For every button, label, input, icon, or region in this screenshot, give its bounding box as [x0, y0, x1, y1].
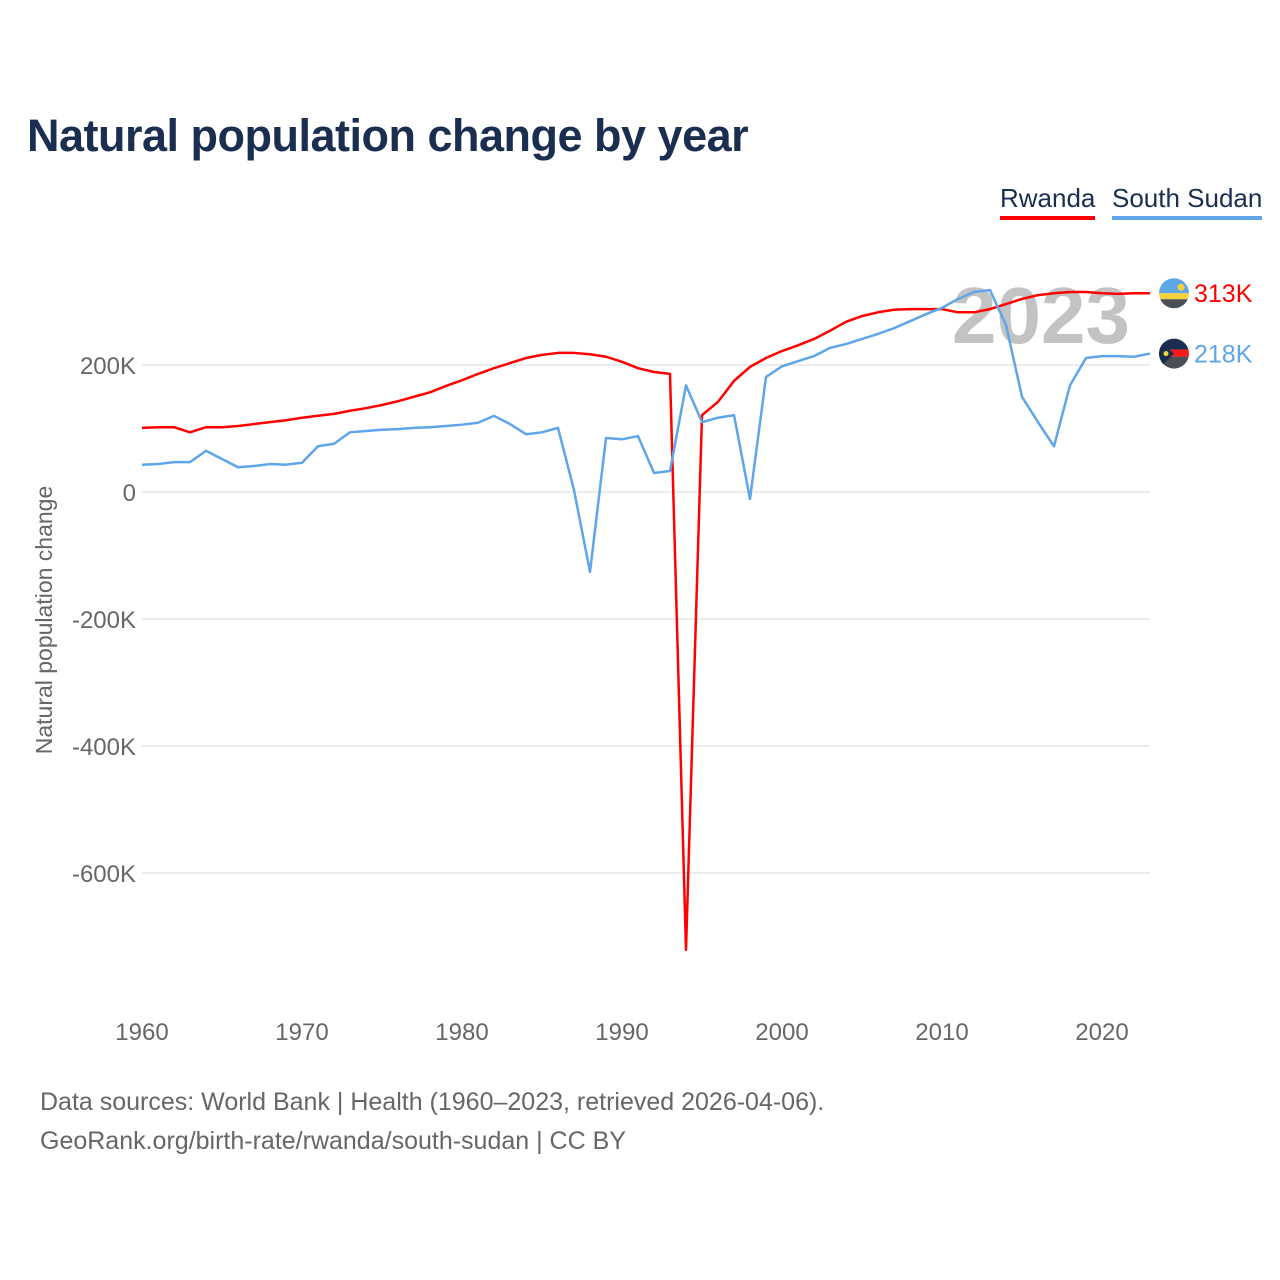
x-tick-label: 1960 — [115, 1019, 168, 1046]
legend-south-sudan[interactable]: South Sudan — [1112, 183, 1263, 220]
x-tick-label: 2000 — [755, 1019, 808, 1046]
x-tick-label: 2020 — [1075, 1019, 1128, 1046]
y-tick-label: 200K — [80, 353, 136, 380]
y-tick-label: -200K — [72, 607, 136, 634]
rwanda-flag-icon — [1159, 278, 1189, 309]
x-tick-label: 1970 — [275, 1019, 328, 1046]
footer-sources: Data sources: World Bank | Health (1960–… — [40, 1088, 825, 1116]
legend-rwanda[interactable]: Rwanda — [1000, 183, 1096, 220]
south-sudan-flag-icon — [1159, 338, 1189, 369]
end-value-label: 218K — [1194, 341, 1253, 369]
x-tick-label: 2010 — [915, 1019, 968, 1046]
chart-title: Natural population change by year — [27, 110, 749, 161]
series-line-south-sudan — [141, 288, 1151, 574]
y-tick-label: -400K — [72, 734, 136, 761]
end-value-label: 313K — [1194, 280, 1253, 308]
footer-link[interactable]: GeoRank.org/birth-rate/rwanda/south-suda… — [40, 1127, 626, 1155]
x-tick-label: 1990 — [595, 1019, 648, 1046]
y-tick-label: -600K — [72, 861, 136, 888]
y-axis-label: Natural population change — [31, 486, 57, 755]
year-watermark: 2023 — [952, 271, 1130, 360]
x-tick-label: 1980 — [435, 1019, 488, 1046]
y-tick-label: 0 — [123, 480, 136, 507]
series-line-rwanda — [141, 290, 1150, 952]
